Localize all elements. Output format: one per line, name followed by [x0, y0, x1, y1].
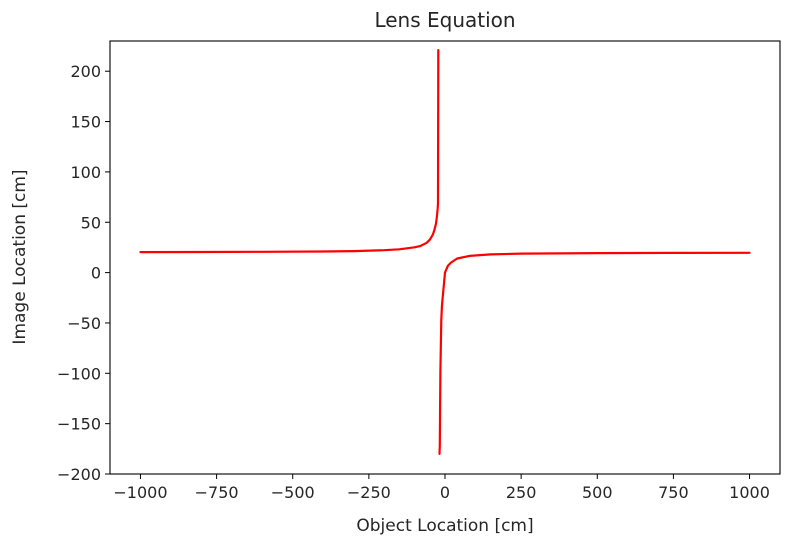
plot-lines	[139, 48, 751, 455]
y-tick-label: 100	[70, 163, 101, 182]
x-tick-label: 750	[658, 483, 689, 502]
y-tick-label: 150	[70, 113, 101, 132]
x-tick-label: 1000	[729, 483, 770, 502]
x-tick-label: 250	[506, 483, 537, 502]
y-tick-label: 0	[91, 264, 101, 283]
y-tick-label: −200	[57, 465, 101, 484]
series-0-segment-1	[438, 251, 751, 455]
x-tick-label: 0	[440, 483, 450, 502]
y-axis-label: Image Location [cm]	[10, 169, 30, 344]
x-tick-label: −500	[271, 483, 315, 502]
y-tick-label: −50	[67, 314, 101, 333]
series-0-segment-0	[139, 48, 440, 254]
axis-ticks: −1000 −750 −500 −250 0 250 500 750 1000−200−150−…	[57, 62, 770, 502]
x-tick-label: 500	[582, 483, 613, 502]
x-tick-label: −250	[347, 483, 391, 502]
x-axis-label: Object Location [cm]	[356, 516, 533, 536]
x-tick-label: −750	[195, 483, 239, 502]
y-tick-label: 50	[81, 213, 101, 232]
chart-title: Lens Equation	[374, 8, 515, 32]
y-tick-label: −100	[57, 364, 101, 383]
y-tick-label: −150	[57, 415, 101, 434]
x-tick-label: −1000	[113, 483, 167, 502]
plot-frame	[109, 40, 781, 475]
y-tick-label: 200	[70, 62, 101, 81]
